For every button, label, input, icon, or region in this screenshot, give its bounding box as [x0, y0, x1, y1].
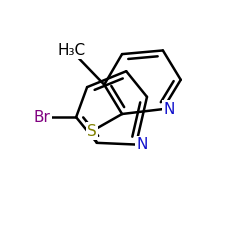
Text: Br: Br	[34, 110, 50, 125]
Text: N: N	[163, 102, 175, 116]
Text: N: N	[136, 137, 148, 152]
Text: S: S	[87, 124, 97, 138]
Text: H₃C: H₃C	[57, 43, 85, 58]
